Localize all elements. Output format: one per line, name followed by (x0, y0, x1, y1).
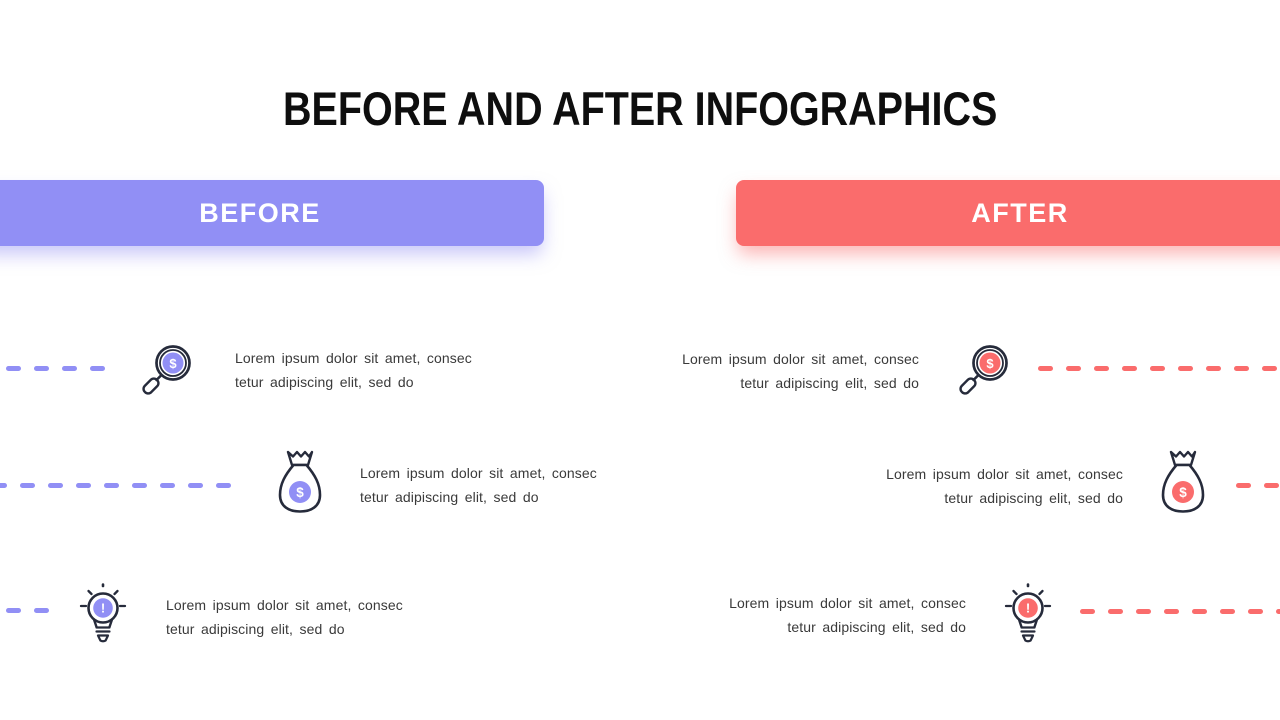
page-title-text: BEFORE AND AFTER INFOGRAPHICS (282, 82, 998, 136)
magnifier-dollar-icon: $ (957, 339, 1013, 397)
dashed-line (1080, 609, 1280, 614)
item-text: Lorem ipsum dolor sit amet, consec tetur… (360, 461, 597, 509)
lightbulb-alert-icon: ! (1003, 581, 1053, 645)
lightbulb-alert-icon: ! (78, 581, 128, 645)
item-text: Lorem ipsum dolor sit amet, consec tetur… (729, 591, 966, 639)
item-text-line2: tetur adipiscing elit, sed do (787, 619, 966, 635)
svg-text:!: ! (101, 601, 105, 616)
magnifier-dollar-icon: $ (140, 339, 196, 397)
item-text-line1: Lorem ipsum dolor sit amet, consec (360, 465, 597, 481)
dashed-line (6, 608, 52, 613)
dashed-line (1038, 366, 1280, 371)
item-text-line2: tetur adipiscing elit, sed do (235, 374, 414, 390)
money-bag-dollar-icon: $ (1160, 447, 1206, 515)
item-text: Lorem ipsum dolor sit amet, consec tetur… (166, 593, 403, 641)
before-banner: BEFORE (0, 180, 544, 246)
before-banner-label: BEFORE (199, 197, 321, 228)
svg-text:$: $ (296, 485, 304, 500)
after-banner-label: AFTER (971, 197, 1069, 228)
svg-text:$: $ (1179, 485, 1187, 500)
item-text-line2: tetur adipiscing elit, sed do (740, 375, 919, 391)
item-text-line2: tetur adipiscing elit, sed do (166, 621, 345, 637)
after-banner: AFTER (736, 180, 1280, 246)
svg-text:!: ! (1026, 601, 1030, 616)
dashed-line (6, 366, 108, 371)
item-text: Lorem ipsum dolor sit amet, consec tetur… (235, 346, 472, 394)
item-text-line1: Lorem ipsum dolor sit amet, consec (166, 597, 403, 613)
dashed-line (1236, 483, 1280, 488)
dashed-line (0, 483, 244, 488)
item-text-line1: Lorem ipsum dolor sit amet, consec (729, 595, 966, 611)
item-text-line2: tetur adipiscing elit, sed do (944, 490, 1123, 506)
item-text-line2: tetur adipiscing elit, sed do (360, 489, 539, 505)
svg-text:$: $ (169, 356, 177, 371)
item-text-line1: Lorem ipsum dolor sit amet, consec (235, 350, 472, 366)
item-text: Lorem ipsum dolor sit amet, consec tetur… (682, 347, 919, 395)
money-bag-dollar-icon: $ (277, 447, 323, 515)
svg-text:$: $ (986, 356, 994, 371)
page-title: BEFORE AND AFTER INFOGRAPHICS (0, 81, 1280, 136)
item-text-line1: Lorem ipsum dolor sit amet, consec (682, 351, 919, 367)
item-text-line1: Lorem ipsum dolor sit amet, consec (886, 466, 1123, 482)
item-text: Lorem ipsum dolor sit amet, consec tetur… (886, 462, 1123, 510)
